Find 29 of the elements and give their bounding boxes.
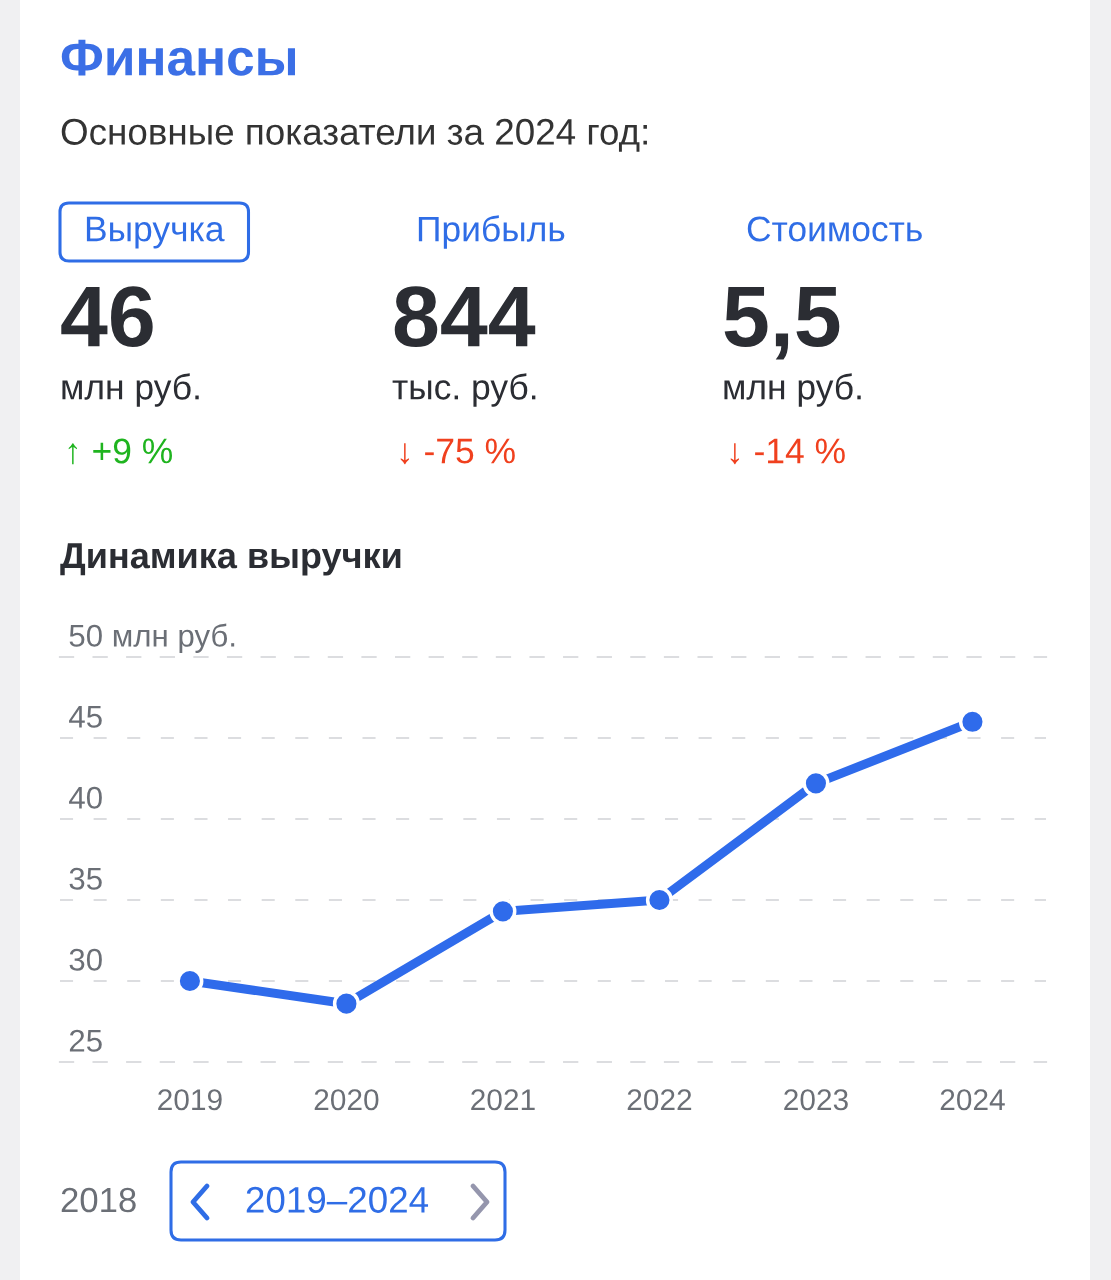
x-tick-label: 2022	[627, 1089, 692, 1111]
text: Выручка	[86, 216, 225, 249]
text: 46	[61, 286, 153, 348]
x-tick-label: 2020	[314, 1089, 379, 1111]
y-tick-label: 40	[69, 786, 102, 809]
y-tick-label: 45	[69, 706, 102, 728]
chart-title: Динамика выручки	[60, 543, 401, 576]
text: ↑ +9 %	[68, 438, 172, 465]
y-tick-label: 30	[69, 948, 102, 971]
y-tick-label: 50 млн руб.	[69, 623, 235, 653]
text: 2019–2024	[246, 1186, 429, 1213]
text: 5,5	[724, 287, 840, 360]
x-tick-label: 2021	[471, 1089, 535, 1111]
x-tick-label: 2023	[784, 1089, 848, 1111]
x-tick-label: 2019	[158, 1089, 222, 1111]
text: 2018	[61, 1187, 136, 1213]
x-tick-label: 2024	[940, 1089, 1005, 1111]
text: ↓ -75 %	[400, 438, 515, 465]
text: ↓ -14 %	[730, 438, 845, 465]
text: Стоимость	[747, 216, 922, 242]
text: тыс. руб.	[392, 373, 536, 407]
text: Финансы	[61, 39, 295, 76]
text: млн руб.	[62, 373, 199, 407]
text: 844	[394, 286, 536, 348]
text: млн руб.	[724, 373, 861, 407]
y-tick-label: 25	[69, 1029, 102, 1052]
text: Основные показатели за 2024 год:	[61, 118, 647, 152]
text: Прибыль	[418, 215, 565, 249]
y-tick-label: 35	[69, 867, 102, 890]
